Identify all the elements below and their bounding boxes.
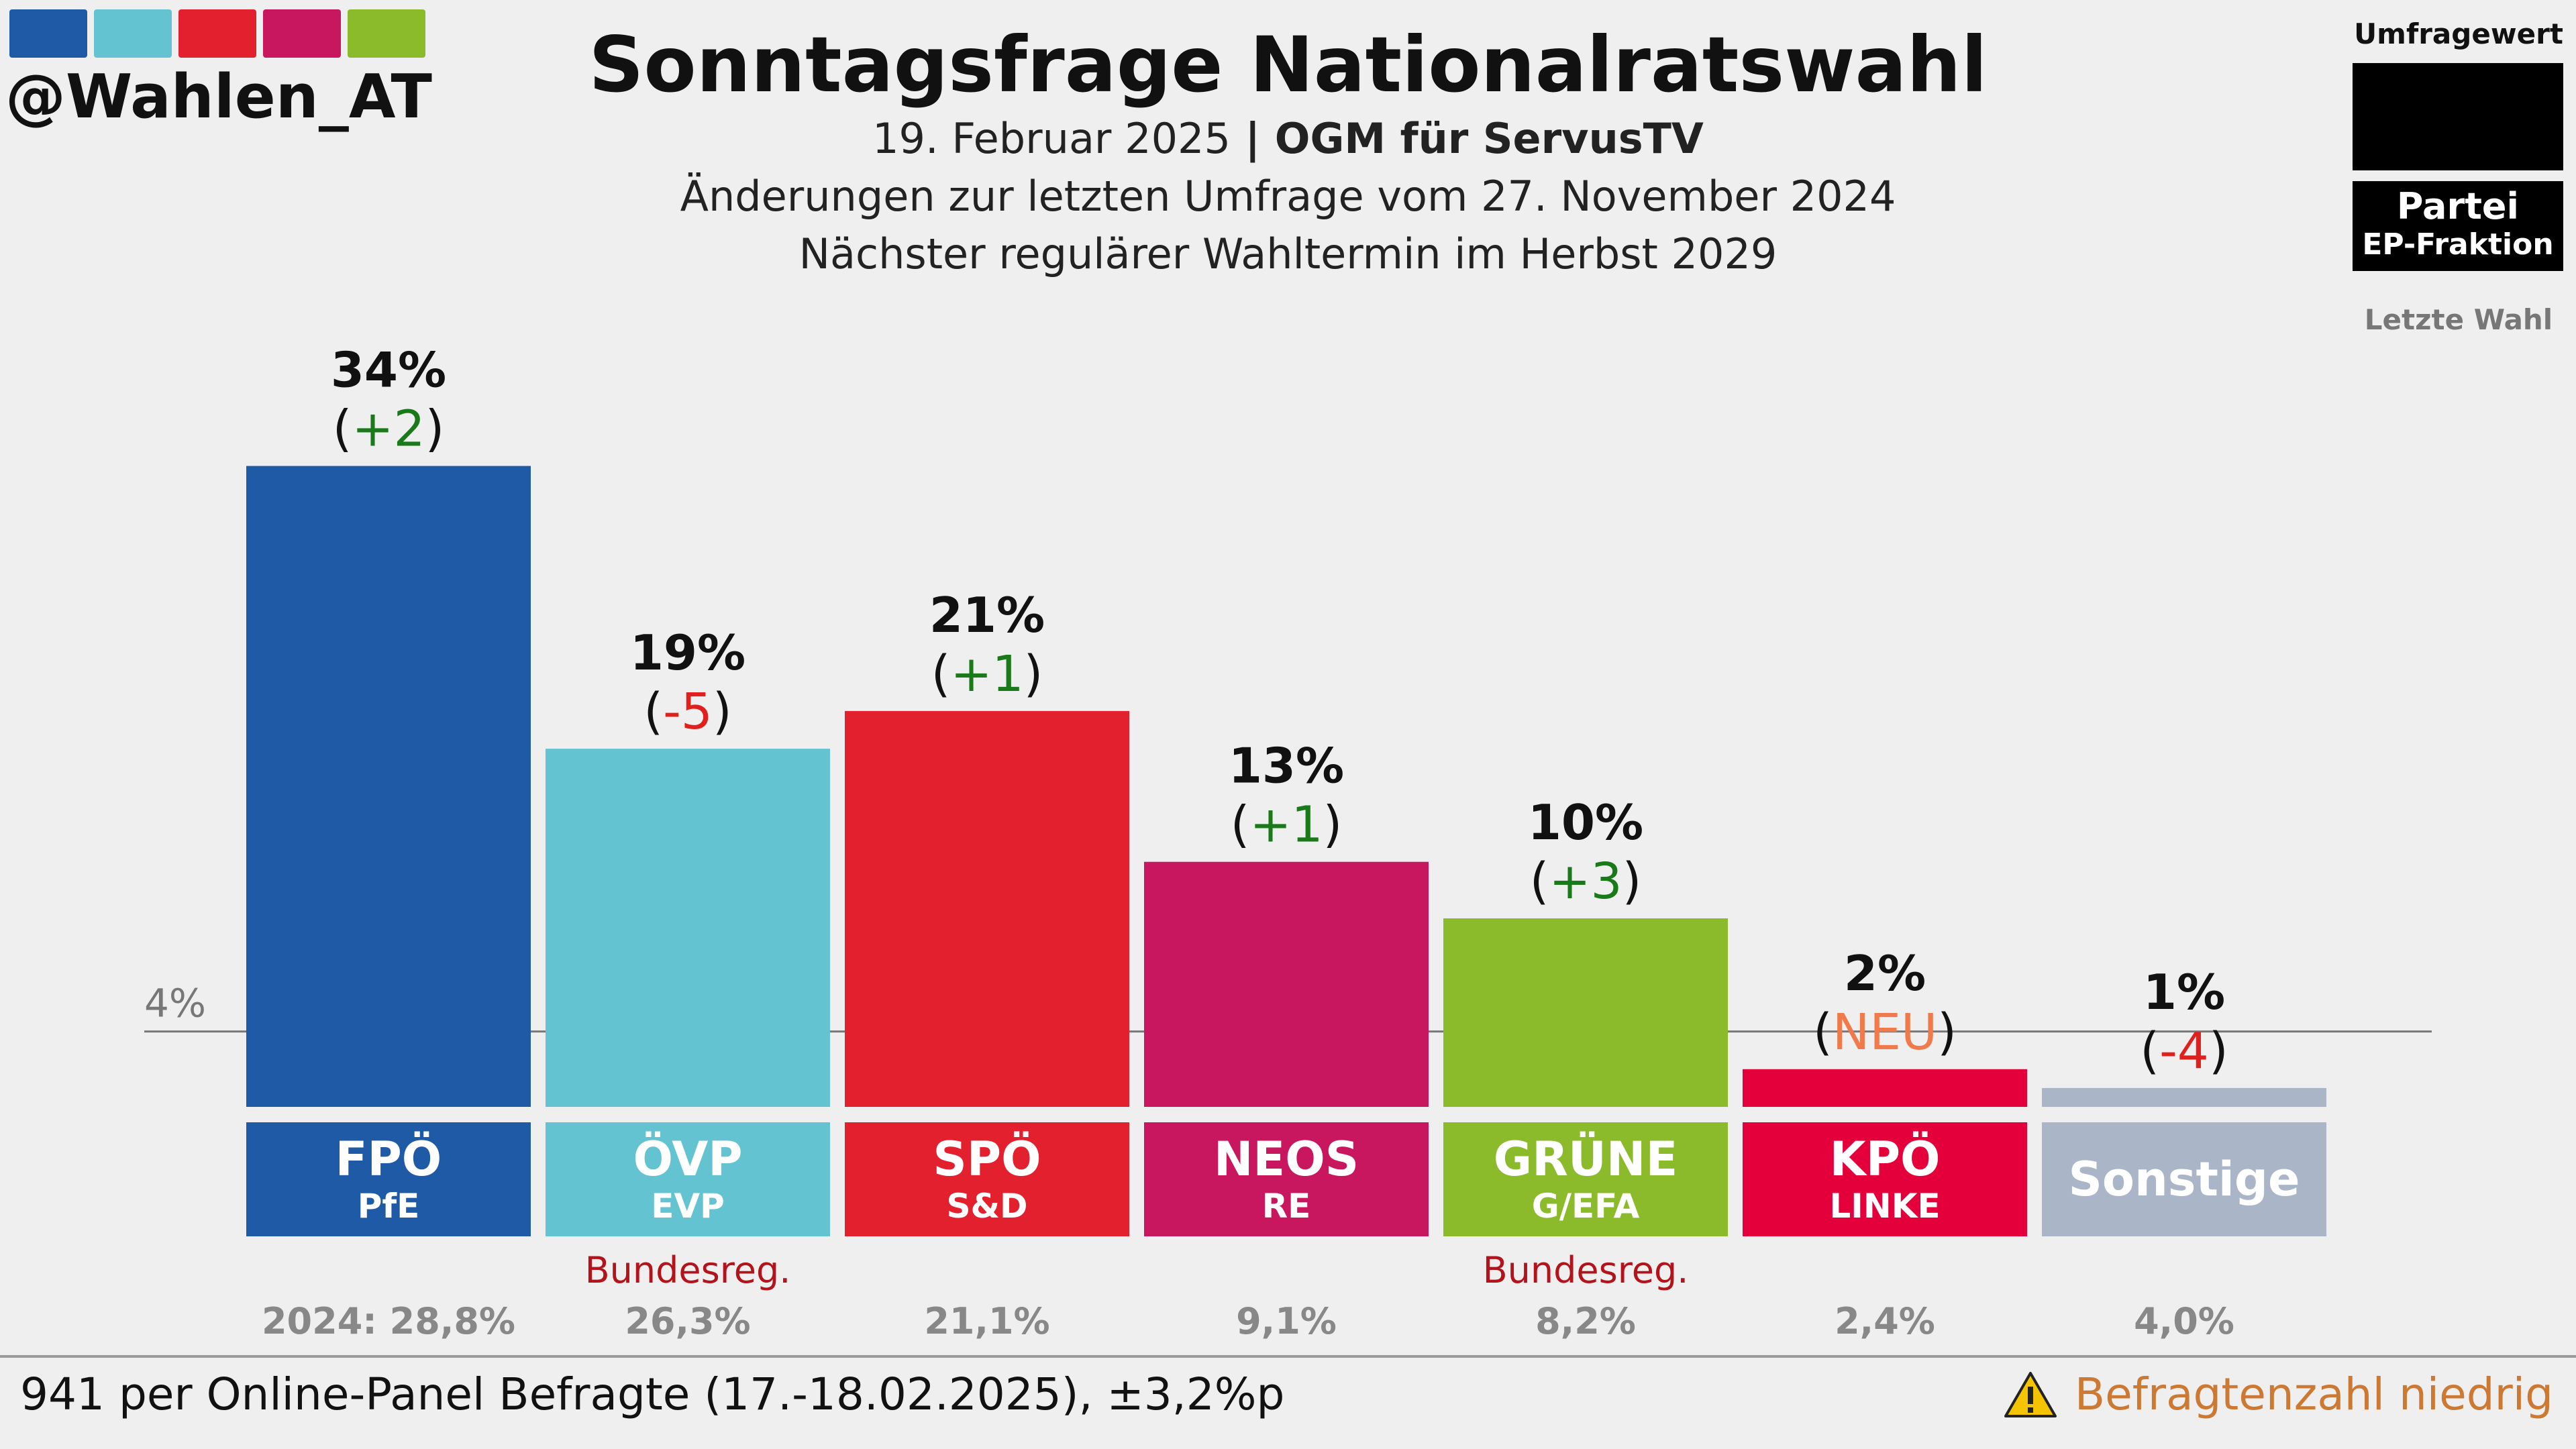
paren-close: ) [1323,796,1343,854]
brand-swatch-2 [94,9,172,58]
brand-color-strip [9,9,425,58]
footer-divider [0,1355,2576,1358]
ep-group-4: G/EFA [1532,1187,1640,1226]
paren-open: ( [1530,853,1549,910]
paren-open: ( [643,683,663,741]
change-value-4: +3 [1549,853,1622,910]
brand-swatch-3 [178,9,256,58]
party-name-6: Sonstige [2068,1152,2300,1207]
ep-group-1: EVP [651,1187,725,1226]
paren-open: ( [931,645,951,703]
paren-close: ) [1622,853,1642,910]
paren-open: ( [2140,1022,2159,1080]
value-label-5: 2% [1844,945,1926,1002]
party-name-3: NEOS [1214,1132,1359,1187]
ep-group-3: RE [1262,1187,1311,1226]
last-election-2: 21,1% [924,1300,1049,1342]
warning-icon [2004,1371,2057,1417]
value-label-0: 34% [331,342,446,398]
change-value-3: +1 [1249,796,1323,854]
ep-group-2: S&D [946,1187,1027,1226]
bar-3 [1144,861,1429,1107]
party-box-5 [1743,1122,2027,1236]
legend-last-election: Letzte Wahl [2364,303,2553,336]
change-label-2: (+1) [931,645,1043,703]
party-box-4 [1443,1122,1728,1236]
warning-text: Befragtenzahl niedrig [2074,1368,2553,1420]
poll-date: 19. Februar 2025 [872,114,1231,163]
brand-swatch-5 [348,9,425,58]
bar-2 [845,710,1129,1107]
chart-title: Sonntagsfrage Nationalratswahl [588,20,1988,109]
legend-party-box: Partei EP-Fraktion [2353,181,2563,271]
value-label-6: 1% [2143,964,2225,1020]
change-label-5: (NEU) [1813,1004,1957,1061]
bar-4 [1443,918,1728,1107]
government-label-4: Bundesreg. [1483,1249,1689,1291]
paren-close: ) [2209,1022,2228,1080]
legend-ep-group: EP-Fraktion [2362,227,2554,262]
paren-close: ) [425,400,445,458]
change-label-1: (-5) [643,683,732,741]
party-box-2 [845,1122,1129,1236]
value-label-4: 10% [1528,794,1643,851]
brand-handle: @Wahlen_AT [5,62,432,132]
paren-open: ( [1813,1004,1833,1061]
party-name-4: GRÜNE [1494,1132,1678,1187]
change-label-6: (-4) [2140,1022,2228,1080]
ep-group-5: LINKE [1829,1187,1940,1226]
change-label-0: (+2) [333,400,445,458]
last-election-0: 2024: 28,8% [262,1300,515,1342]
last-election-6: 4,0% [2134,1300,2234,1342]
value-label-2: 21% [929,587,1045,643]
bar-0 [246,466,531,1107]
party-box-1 [546,1122,830,1236]
subtitle-date-pollster: 19. Februar 2025 | OGM für ServusTV [0,114,2576,163]
change-value-0: +2 [352,400,425,458]
change-value-6: -4 [2159,1022,2209,1080]
change-note: Änderungen zur letzten Umfrage vom 27. N… [680,172,1896,221]
last-election-5: 2,4% [1835,1300,1935,1342]
footer-sample-info: 941 per Online-Panel Befragte (17.-18.02… [20,1368,1285,1420]
legend-swatch [2353,63,2563,170]
last-election-4: 8,2% [1535,1300,1636,1342]
last-election-3: 9,1% [1236,1300,1337,1342]
value-label-1: 19% [630,625,745,681]
paren-open: ( [1231,796,1250,854]
value-label-3: 13% [1229,738,1344,794]
bar-6 [2042,1087,2326,1107]
legend-party: Partei [2396,185,2520,227]
bar-1 [546,749,830,1107]
separator: | [1230,114,1275,163]
next-election-note: Nächster regulärer Wahltermin im Herbst … [798,229,1778,278]
change-label-4: (+3) [1530,853,1642,910]
party-name-1: ÖVP [633,1132,742,1187]
change-label-3: (+1) [1231,796,1343,854]
paren-close: ) [1024,645,1043,703]
change-value-1: -5 [663,683,713,741]
paren-close: ) [1937,1004,1957,1061]
government-label-1: Bundesreg. [585,1249,791,1291]
brand-swatch-4 [263,9,341,58]
party-box-3 [1144,1122,1429,1236]
pollster-name: OGM für ServusTV [1274,114,1704,163]
last-election-1: 26,3% [625,1300,750,1342]
bar-5 [1743,1069,2027,1107]
ep-group-0: PfE [358,1187,420,1226]
party-box-6 [2042,1122,2326,1236]
party-name-2: SPÖ [933,1132,1041,1187]
brand-swatch-1 [9,9,87,58]
threshold-label: 4% [144,981,206,1026]
party-box-0 [246,1122,531,1236]
change-value-5: NEU [1833,1004,1937,1061]
paren-open: ( [333,400,352,458]
change-value-2: +1 [950,645,1023,703]
legend-poll-value: Umfragewert [2354,17,2563,50]
paren-close: ) [713,683,732,741]
party-name-0: FPÖ [336,1132,442,1187]
party-name-5: KPÖ [1829,1132,1940,1187]
footer-warning: Befragtenzahl niedrig [2004,1368,2553,1420]
